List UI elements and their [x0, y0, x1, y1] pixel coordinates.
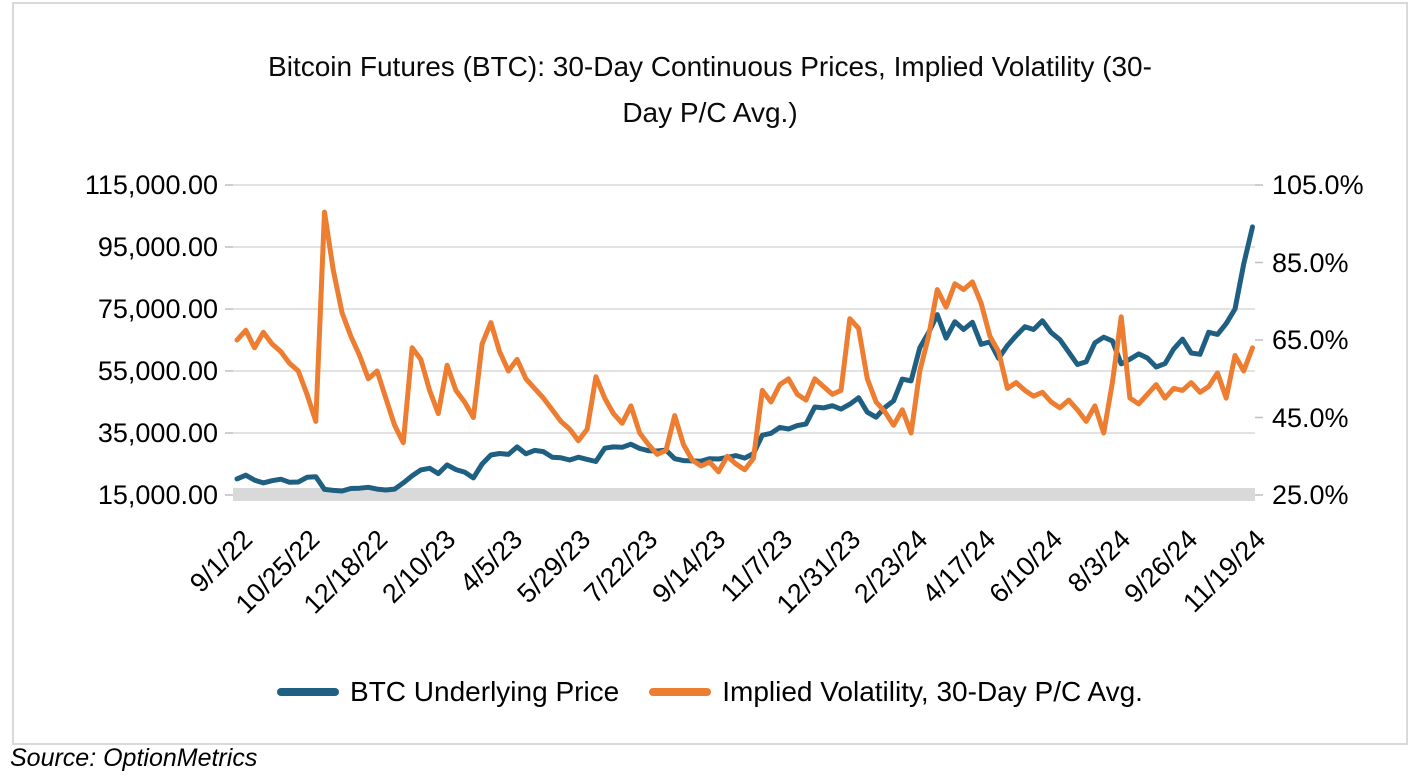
legend-iv-label: Implied Volatility, 30-Day P/C Avg.	[722, 676, 1143, 707]
chart-legend: BTC Underlying Price Implied Volatility,…	[12, 676, 1408, 708]
legend-item-iv: Implied Volatility, 30-Day P/C Avg.	[649, 676, 1143, 708]
price-axis-label: 95,000.00	[97, 232, 218, 262]
price-line-swatch-icon	[277, 688, 340, 696]
percent-axis-label: 25.0%	[1272, 480, 1349, 510]
price-axis-label: 35,000.00	[97, 418, 218, 448]
price-axis-label: 115,000.00	[84, 170, 218, 200]
source-note: Source: OptionMetrics	[10, 744, 258, 772]
chart-title-line1: Bitcoin Futures (BTC): 30-Day Continuous…	[268, 51, 1152, 82]
percent-axis-label: 45.0%	[1272, 402, 1349, 433]
chart-frame	[12, 2, 1408, 745]
iv-line	[234, 209, 1255, 475]
legend-price-label: BTC Underlying Price	[350, 676, 620, 707]
legend-item-price: BTC Underlying Price	[277, 676, 619, 708]
percent-axis-label: 65.0%	[1272, 325, 1349, 355]
price-axis-label: 15,000.00	[97, 480, 218, 510]
chart-title: Bitcoin Futures (BTC): 30-Day Continuous…	[12, 44, 1408, 136]
baseline-band	[233, 488, 1255, 501]
percent-axis-label: 85.0%	[1272, 247, 1349, 278]
right-percent-axis: 105.0% 85.0% 65.0% 45.0% 25.0%	[1272, 0, 1420, 778]
price-axis-label: 75,000.00	[97, 294, 218, 324]
left-price-axis: 115,000.00 95,000.00 75,000.00 55,000.00 35,…	[0, 0, 218, 778]
percent-axis-label: 105.0%	[1272, 170, 1364, 200]
iv-line-swatch-icon	[649, 688, 712, 696]
price-axis-label: 55,000.00	[97, 356, 218, 386]
chart-title-line2: Day P/C Avg.)	[622, 97, 798, 128]
price-line	[234, 224, 1255, 494]
